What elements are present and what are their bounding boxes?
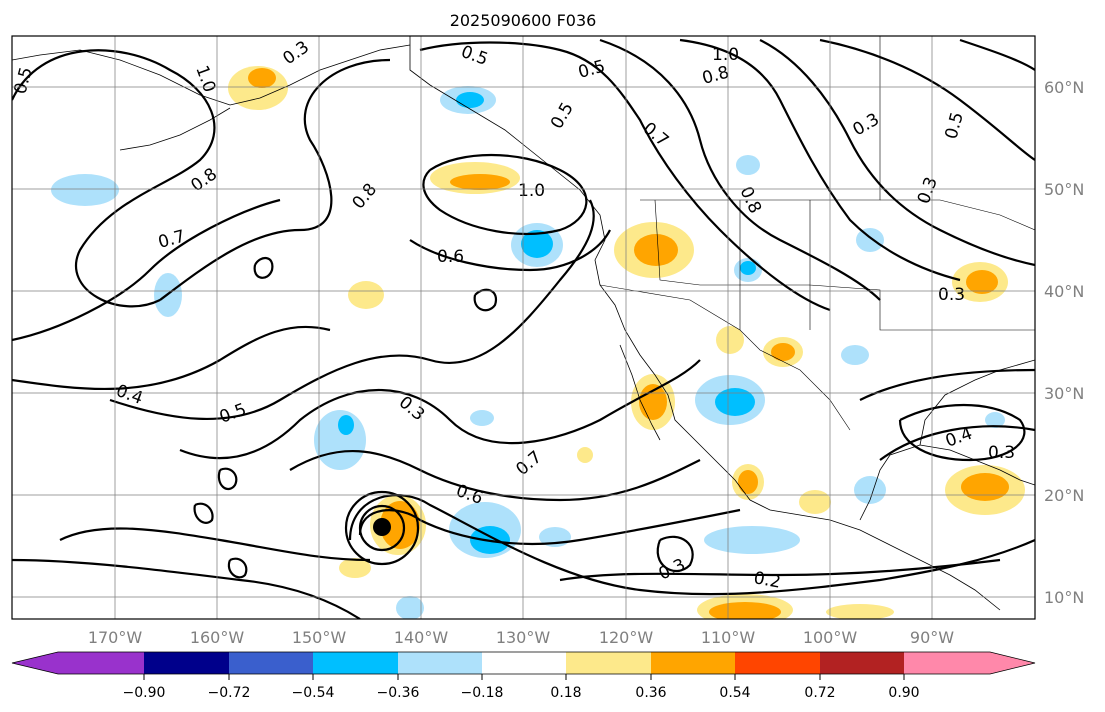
colorbar-tick-label: 0.18: [550, 685, 581, 701]
colorbar-segment: [651, 652, 735, 674]
colorbar-segment: [398, 652, 482, 674]
colorbar-segment: [482, 652, 566, 674]
map-title: 2025090600 F036: [450, 11, 597, 30]
contour-label: 1.0: [712, 45, 739, 65]
lat-label: 30°N: [1044, 384, 1084, 403]
lon-label: 150°W: [292, 628, 347, 647]
colorbar-tick-label: −0.36: [377, 685, 420, 701]
colorbar-segment: [820, 652, 904, 674]
gridlines: [12, 36, 1035, 619]
lon-label: 130°W: [496, 628, 551, 647]
lat-label: 60°N: [1044, 78, 1084, 97]
lon-label: 90°W: [910, 628, 954, 647]
colorbar-segment: [904, 652, 1035, 674]
latitude-labels: 60°N 50°N 40°N 30°N 20°N 10°N: [1044, 78, 1084, 607]
lat-label: 50°N: [1044, 180, 1084, 199]
map-panel: 0.5 0.5 0.5 0.5 0.5 0.5 0.3 0.3 0.3 0.3 …: [12, 36, 1035, 619]
contour-label: 0.6: [437, 247, 464, 267]
lon-label: 170°W: [88, 628, 143, 647]
lon-label: 110°W: [701, 628, 756, 647]
lon-label: 140°W: [394, 628, 449, 647]
colorbar-tick-label: 0.72: [804, 685, 835, 701]
lon-label: 100°W: [803, 628, 858, 647]
colorbar-tick-label: −0.54: [292, 685, 335, 701]
lat-label: 20°N: [1044, 486, 1084, 505]
colorbar-tick-label: −0.18: [461, 685, 504, 701]
colorbar-ticks: [143, 674, 905, 680]
colorbar-tick-label: 0.90: [888, 685, 919, 701]
contour-label: 0.3: [938, 285, 965, 305]
lon-label: 160°W: [190, 628, 245, 647]
contour-label: 1.0: [518, 181, 545, 201]
colorbar-tick-label: −0.72: [208, 685, 251, 701]
colorbar-tick-label: 0.54: [719, 685, 750, 701]
colorbar: −0.90 −0.72 −0.54 −0.36 −0.18 0.18 0.36 …: [11, 651, 1036, 701]
contour-label: 0.3: [988, 443, 1015, 463]
contour-label: 0.2: [752, 568, 782, 592]
lat-label: 40°N: [1044, 282, 1084, 301]
lat-label: 10°N: [1044, 588, 1084, 607]
colorbar-segment: [229, 652, 313, 674]
map-frame: [11, 35, 1036, 620]
colorbar-segment: [313, 652, 398, 674]
colorbar-tick-label: 0.36: [635, 685, 666, 701]
colorbar-segment: [566, 652, 651, 674]
colorbar-tick-label: −0.90: [123, 685, 166, 701]
lon-label: 120°W: [599, 628, 654, 647]
longitude-labels: 170°W 160°W 150°W 140°W 130°W 120°W 110°…: [88, 628, 954, 647]
storm-center-marker: [373, 518, 391, 536]
colorbar-segment: [735, 652, 820, 674]
colorbar-segment: [144, 652, 229, 674]
contour-lines: [12, 38, 1035, 619]
colorbar-segment: [12, 652, 144, 674]
coastlines: [12, 36, 1035, 611]
